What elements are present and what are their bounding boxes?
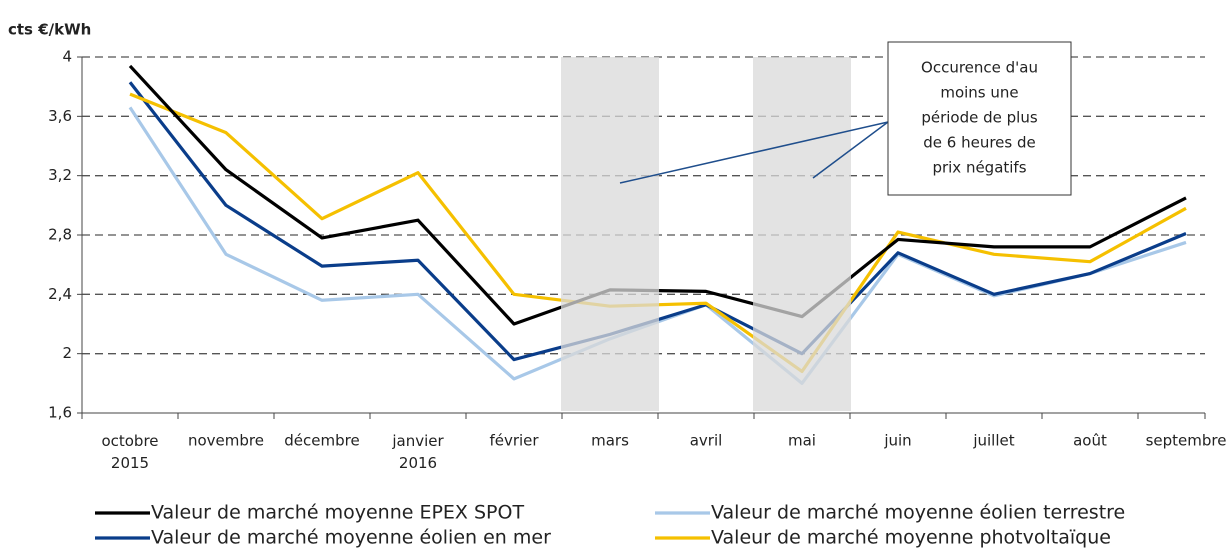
annotation-arrow (619, 121, 889, 184)
x-tick-label: avril (690, 432, 723, 450)
x-tick-label: août (1073, 432, 1107, 450)
x-tick-label-line: octobre (101, 432, 158, 450)
legend-label: Valeur de marché moyenne photvoltaïque (711, 527, 1111, 549)
annotation-text: période de plus (921, 109, 1037, 127)
x-tick-label: décembre (284, 432, 359, 450)
y-tick-label: 2,4 (48, 285, 72, 303)
annotation-text: moins une (940, 84, 1018, 102)
legend-label: Valeur de marché moyenne éolien en mer (151, 527, 551, 549)
y-tick-label: 3,2 (48, 166, 72, 184)
x-tick-label-line: 2015 (111, 454, 149, 472)
y-tick-label: 1,6 (48, 404, 72, 422)
legend-label: Valeur de marché moyenne EPEX SPOT (151, 502, 524, 524)
x-tick-label: octobre 2015 (101, 432, 158, 472)
y-tick-label: 2 (62, 344, 72, 362)
x-tick-label: novembre (188, 432, 264, 450)
x-tick-label: juillet (972, 432, 1014, 450)
annotation-text: de 6 heures de (923, 134, 1035, 152)
x-tick-label: janvier 2016 (391, 432, 444, 472)
y-axis-label: cts €/kWh (8, 21, 91, 39)
x-tick-label-line: janvier (391, 432, 444, 450)
x-tick-label: septembre (1146, 432, 1227, 450)
x-tick-label: juin (883, 432, 911, 450)
annotation-text: Occurence d'au (921, 59, 1038, 77)
legend-label: Valeur de marché moyenne éolien terrestr… (711, 502, 1125, 524)
shaded-period (753, 57, 851, 411)
annotation-text: prix négatifs (932, 159, 1026, 177)
x-tick-label: février (489, 432, 539, 450)
x-tick-label-line: 2016 (399, 454, 437, 472)
x-tick-label: mai (788, 432, 816, 450)
shaded-period (561, 57, 659, 411)
annotation-arrow (812, 121, 889, 179)
y-tick-label: 4 (62, 48, 72, 66)
y-tick-label: 3,6 (48, 107, 72, 125)
annotation-box (887, 41, 1072, 196)
y-tick-label: 2,8 (48, 226, 72, 244)
x-tick-label: mars (591, 432, 629, 450)
